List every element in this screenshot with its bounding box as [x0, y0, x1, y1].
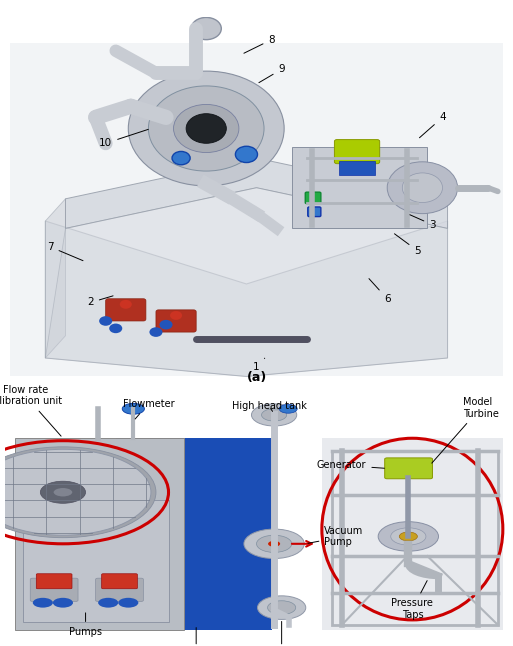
Circle shape: [191, 118, 221, 140]
Circle shape: [399, 532, 418, 541]
Text: 9: 9: [259, 64, 285, 83]
Circle shape: [256, 535, 292, 552]
Text: Pressure
Taps: Pressure Taps: [391, 581, 433, 620]
Text: 8: 8: [244, 35, 275, 53]
Text: 3: 3: [410, 214, 436, 230]
Circle shape: [391, 528, 426, 545]
FancyBboxPatch shape: [10, 43, 503, 377]
FancyBboxPatch shape: [308, 207, 321, 216]
FancyBboxPatch shape: [23, 499, 168, 622]
Circle shape: [268, 541, 280, 547]
Circle shape: [173, 105, 239, 152]
Circle shape: [128, 71, 284, 186]
Text: Reservoir: Reservoir: [173, 627, 219, 646]
Text: High head tank: High head tank: [232, 401, 306, 412]
Circle shape: [109, 324, 122, 333]
Circle shape: [0, 450, 151, 535]
Circle shape: [172, 151, 190, 165]
Circle shape: [378, 522, 439, 551]
Polygon shape: [66, 158, 447, 229]
Text: 7: 7: [47, 242, 83, 261]
Circle shape: [0, 447, 156, 537]
FancyBboxPatch shape: [116, 438, 271, 630]
Circle shape: [191, 17, 221, 39]
Circle shape: [148, 86, 264, 171]
Circle shape: [53, 487, 73, 497]
Text: 5: 5: [394, 234, 421, 256]
Circle shape: [170, 311, 182, 320]
Circle shape: [98, 598, 119, 608]
Circle shape: [268, 601, 295, 614]
Circle shape: [186, 114, 226, 143]
FancyBboxPatch shape: [102, 574, 137, 589]
Circle shape: [41, 481, 86, 503]
FancyBboxPatch shape: [30, 578, 78, 601]
Circle shape: [387, 162, 458, 214]
Text: Figure 2.  Model turbine test rig: (a) 3D model, (b) top view, and (c) model tur: Figure 2. Model turbine test rig: (a) 3D…: [4, 2, 513, 12]
Text: Model
Turbine: Model Turbine: [432, 397, 499, 463]
FancyBboxPatch shape: [95, 578, 143, 601]
Circle shape: [53, 598, 73, 608]
Circle shape: [99, 316, 112, 326]
FancyBboxPatch shape: [305, 192, 321, 203]
Circle shape: [118, 598, 139, 608]
Circle shape: [160, 320, 172, 329]
FancyBboxPatch shape: [385, 458, 432, 479]
Circle shape: [33, 598, 53, 608]
Text: 10: 10: [99, 129, 148, 149]
FancyBboxPatch shape: [156, 310, 196, 332]
FancyBboxPatch shape: [322, 438, 503, 630]
Text: Flow rate
calibration unit: Flow rate calibration unit: [0, 385, 62, 436]
Text: Pumps: Pumps: [69, 613, 102, 637]
Polygon shape: [45, 188, 447, 377]
FancyBboxPatch shape: [340, 161, 374, 175]
Polygon shape: [45, 221, 447, 377]
Text: 6: 6: [369, 278, 390, 304]
FancyBboxPatch shape: [334, 140, 380, 163]
Circle shape: [149, 328, 163, 337]
Text: 2: 2: [87, 296, 113, 307]
FancyBboxPatch shape: [106, 298, 146, 321]
Text: Vacuum
Pump: Vacuum Pump: [308, 526, 364, 547]
Text: Low head tank: Low head tank: [246, 621, 318, 646]
Circle shape: [402, 173, 443, 202]
Circle shape: [279, 404, 297, 413]
Text: Generator: Generator: [317, 460, 384, 470]
Circle shape: [120, 300, 132, 309]
Text: 4: 4: [420, 112, 446, 138]
FancyBboxPatch shape: [15, 438, 184, 630]
FancyBboxPatch shape: [113, 514, 139, 532]
Circle shape: [244, 529, 304, 559]
Polygon shape: [45, 199, 66, 358]
Text: (a): (a): [246, 371, 267, 384]
Text: 1: 1: [253, 358, 265, 372]
Circle shape: [258, 596, 306, 620]
Circle shape: [235, 146, 258, 163]
Circle shape: [262, 409, 287, 421]
Circle shape: [251, 404, 297, 426]
FancyBboxPatch shape: [36, 574, 72, 589]
Circle shape: [122, 403, 144, 414]
Text: Flowmeter: Flowmeter: [123, 399, 174, 419]
FancyBboxPatch shape: [292, 147, 427, 229]
